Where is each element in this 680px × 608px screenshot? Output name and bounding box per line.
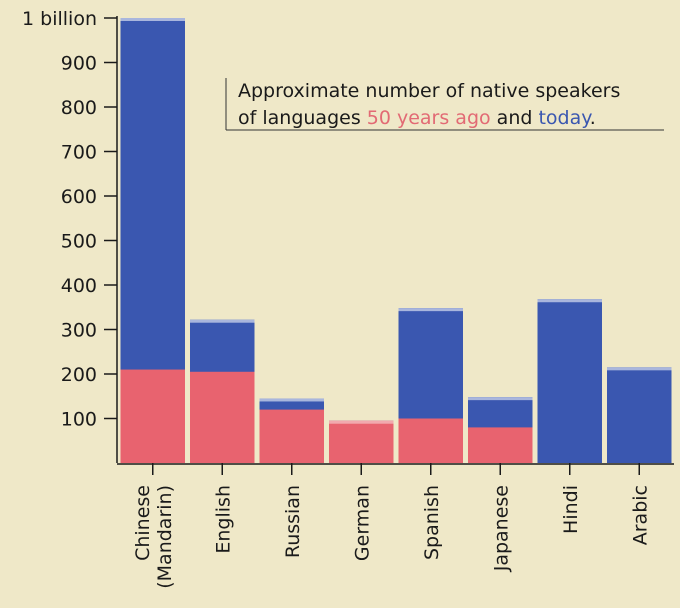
x-axis: Chinese (Mandarin) English Russian German Spa… — [117, 463, 674, 589]
bar-top-edge — [537, 299, 602, 303]
x-category-label: Hindi — [560, 485, 582, 534]
bar-today — [607, 367, 672, 463]
x-category-label: (Mandarin) — [154, 485, 176, 589]
y-tick-label: 600 — [61, 186, 97, 208]
y-tick-label: 700 — [61, 142, 97, 164]
annotation-line2-before: of languages — [238, 107, 367, 129]
bar-50-years-ago — [468, 427, 533, 463]
y-tick-label: 200 — [61, 364, 97, 386]
bar-top-edge — [120, 18, 185, 21]
y-tick-label: 400 — [61, 275, 97, 297]
bar-50-years-ago — [190, 371, 255, 463]
x-category-label: Arabic — [629, 485, 651, 545]
x-category-label: German — [351, 485, 373, 561]
chart-annotation: Approximate number of native speakers of… — [225, 78, 664, 131]
y-tick-label: 300 — [61, 320, 97, 342]
y-axis: 100 200 300 400 500 600 700 800 900 1 billion — [22, 8, 118, 463]
x-category-label: Japanese — [490, 485, 512, 572]
annotation-legend-today: today — [538, 107, 592, 129]
annotation-line2-after: . — [590, 107, 596, 129]
x-category-label: Spanish — [421, 485, 443, 560]
bar-top-edge — [468, 397, 533, 401]
bar-top-edge — [398, 308, 463, 312]
annotation-legend-old: 50 years ago — [367, 107, 491, 129]
bar-top-edge — [190, 319, 255, 323]
bar-top-edge — [329, 420, 394, 424]
bar-50-years-ago — [398, 418, 463, 463]
y-tick-label: 500 — [61, 231, 97, 253]
bar-50-years-ago — [120, 369, 185, 463]
bar-top-edge — [259, 398, 324, 402]
bar-50-years-ago — [329, 420, 394, 463]
bars-layer — [120, 18, 672, 463]
svg-text:of languages 50 years ago and: of languages 50 years ago and today. — [238, 107, 596, 129]
y-tick-label: 900 — [61, 53, 97, 75]
bar-50-years-ago — [259, 409, 324, 463]
annotation-line1: Approximate number of native speakers — [238, 80, 620, 102]
x-category-label: English — [212, 485, 234, 554]
y-tick-label: 100 — [61, 409, 97, 431]
x-category-label: Chinese — [132, 485, 154, 561]
svg-text:Approximate number of native s: Approximate number of native speakers — [238, 80, 620, 102]
bar-today — [537, 299, 602, 463]
bar-top-edge — [607, 367, 672, 371]
y-tick-label: 800 — [61, 97, 97, 119]
annotation-line2-mid: and — [491, 107, 539, 129]
x-category-label: Russian — [282, 485, 304, 558]
y-tick-label: 1 billion — [22, 8, 97, 30]
